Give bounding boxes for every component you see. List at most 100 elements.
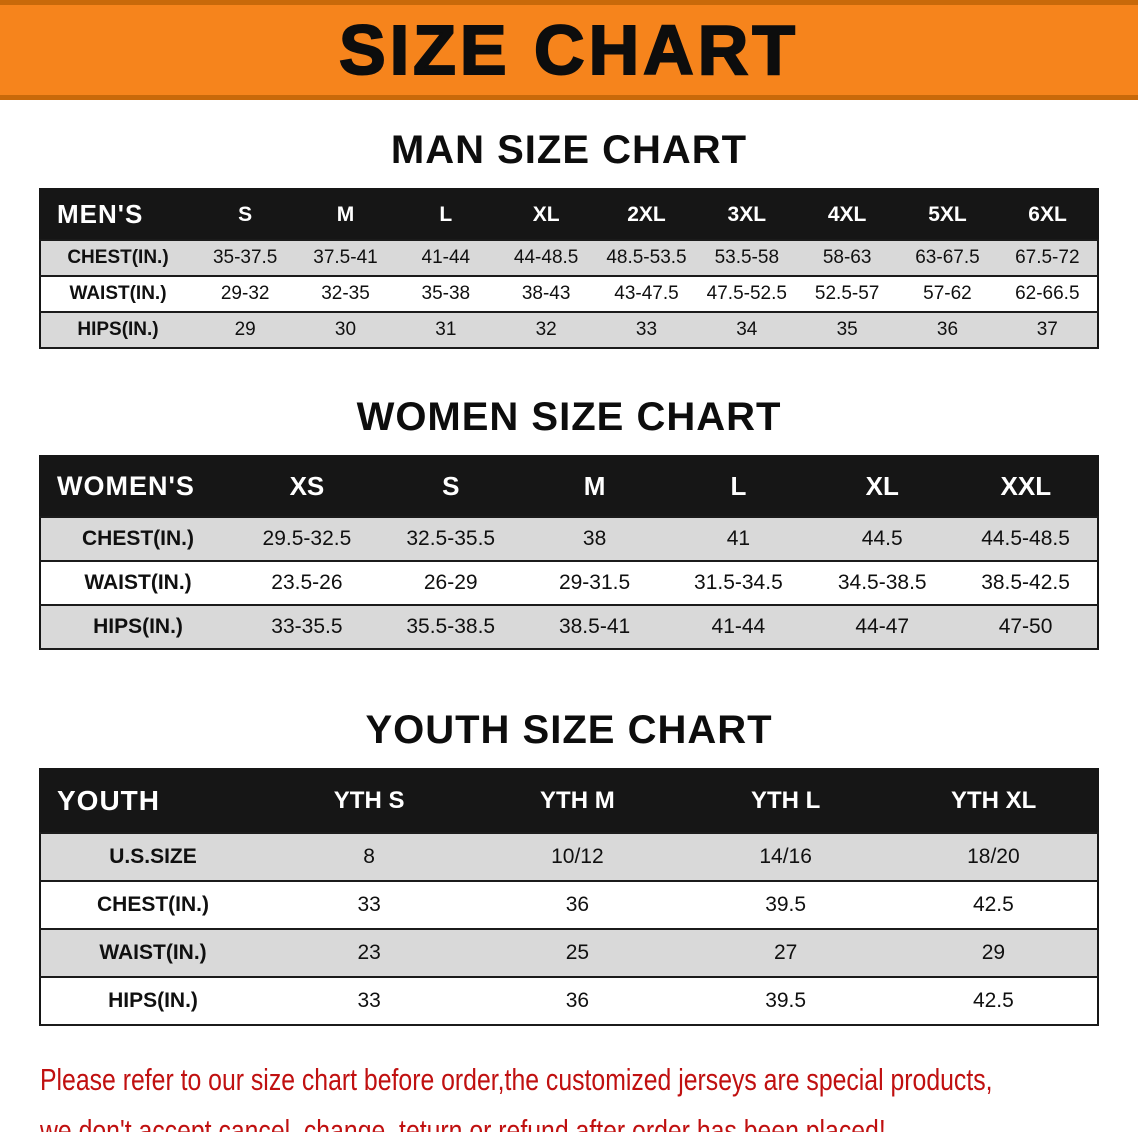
size-value: 31.5-34.5 [666, 560, 811, 606]
size-value: 47-50 [954, 604, 1098, 650]
size-value: 39.5 [681, 880, 890, 930]
row-label: CHEST(IN.) [40, 239, 195, 277]
table-header-row: YOUTH YTH S YTH M YTH L YTH XL [39, 768, 1099, 834]
women-section-heading: WOMEN SIZE CHART [356, 395, 782, 439]
size-column-header: 5XL [896, 188, 999, 241]
size-column-header: YTH L [680, 768, 891, 834]
size-value: 37.5-41 [295, 239, 396, 277]
table-header-row: WOMEN'S XS S M L XL XXL [39, 455, 1099, 518]
page-title: SIZE CHART [338, 11, 799, 89]
size-value: 36 [473, 976, 682, 1026]
size-column-header: M [522, 455, 667, 518]
size-column-header: XL [495, 188, 597, 241]
size-column-header: XL [809, 455, 955, 518]
table-row: U.S.SIZE 8 10/12 14/16 18/20 [40, 832, 1098, 882]
table-row: WAIST(IN.) 29-32 32-35 35-38 38-43 43-47.5 47.… [40, 275, 1098, 313]
row-label: HIPS(IN.) [40, 976, 265, 1026]
size-value: 44-47 [810, 604, 955, 650]
youth-section-heading: YOUTH SIZE CHART [365, 708, 773, 752]
row-label: HIPS(IN.) [40, 311, 195, 349]
size-value: 44-48.5 [495, 239, 597, 277]
size-value: 14/16 [681, 832, 890, 882]
size-value: 48.5-53.5 [596, 239, 697, 277]
row-label: WAIST(IN.) [40, 560, 235, 606]
size-column-header: 3XL [696, 188, 798, 241]
size-value: 32-35 [295, 275, 396, 313]
size-value: 29.5-32.5 [235, 516, 379, 562]
notice-line-2: we don't accept cancel, change, teturn o… [40, 1113, 886, 1132]
size-value: 30 [295, 311, 396, 349]
size-column-header: 4XL [796, 188, 898, 241]
size-column-header: S [378, 455, 524, 518]
size-column-header: M [294, 188, 397, 241]
size-value: 23.5-26 [235, 560, 379, 606]
size-value: 38-43 [495, 275, 597, 313]
youth-size-table: YOUTH YTH S YTH M YTH L YTH XL U.S.SIZE 8 10/12… [39, 768, 1099, 1026]
footer-notice: Please refer to our size chart before or… [40, 1058, 1098, 1132]
size-column-header: 2XL [595, 188, 698, 241]
size-column-header: L [665, 455, 811, 518]
size-column-header: L [395, 188, 497, 241]
size-value: 38 [522, 516, 667, 562]
table-row: CHEST(IN.) 33 36 39.5 42.5 [40, 880, 1098, 930]
size-value: 39.5 [681, 976, 890, 1026]
size-value: 8 [265, 832, 474, 882]
size-value: 32.5-35.5 [378, 516, 523, 562]
size-value: 53.5-58 [696, 239, 797, 277]
size-value: 29 [195, 311, 296, 349]
size-value: 34 [696, 311, 797, 349]
size-value: 57-62 [897, 275, 998, 313]
size-value: 44.5 [810, 516, 955, 562]
size-value: 10/12 [473, 832, 682, 882]
size-value: 33 [265, 976, 474, 1026]
size-column-header: YTH XL [889, 768, 1099, 834]
table-row: HIPS(IN.) 33 36 39.5 42.5 [40, 976, 1098, 1026]
row-label: CHEST(IN.) [40, 880, 265, 930]
row-label: U.S.SIZE [40, 832, 265, 882]
size-value: 29 [889, 928, 1098, 978]
size-column-header: YTH M [472, 768, 683, 834]
table-title-cell: MEN'S [39, 188, 196, 241]
size-value: 47.5-52.5 [696, 275, 797, 313]
size-value: 35-38 [395, 275, 496, 313]
women-section: WOMEN SIZE CHART WOMEN'S XS S M L XL XXL CHEST(… [0, 395, 1138, 650]
table-row: WAIST(IN.) 23.5-26 26-29 29-31.5 31.5-34.5 34… [40, 560, 1098, 606]
size-value: 36 [897, 311, 998, 349]
size-column-header: YTH S [264, 768, 474, 834]
size-value: 41-44 [395, 239, 496, 277]
size-value: 52.5-57 [796, 275, 898, 313]
row-label: WAIST(IN.) [40, 928, 265, 978]
size-value: 62-66.5 [997, 275, 1098, 313]
size-value: 35.5-38.5 [378, 604, 523, 650]
size-column-header: XS [234, 455, 380, 518]
row-label: WAIST(IN.) [40, 275, 195, 313]
size-value: 67.5-72 [997, 239, 1098, 277]
banner: SIZE CHART [0, 0, 1138, 100]
table-row: HIPS(IN.) 33-35.5 35.5-38.5 38.5-41 41-44 44-… [40, 604, 1098, 650]
table-title-cell: WOMEN'S [39, 455, 236, 518]
youth-section: YOUTH SIZE CHART YOUTH YTH S YTH M YTH L YTH… [0, 708, 1138, 1026]
women-size-table: WOMEN'S XS S M L XL XXL CHEST(IN.) 29.5-32.5 32.5… [39, 455, 1099, 650]
table-title-cell: YOUTH [39, 768, 266, 834]
size-value: 29-31.5 [522, 560, 667, 606]
size-value: 44.5-48.5 [954, 516, 1098, 562]
size-value: 36 [473, 880, 682, 930]
size-value: 31 [395, 311, 496, 349]
notice-line-1: Please refer to our size chart before or… [40, 1062, 993, 1097]
size-value: 27 [681, 928, 890, 978]
size-value: 41 [666, 516, 811, 562]
row-label: HIPS(IN.) [40, 604, 235, 650]
size-value: 23 [265, 928, 474, 978]
size-value: 34.5-38.5 [810, 560, 955, 606]
men-section-heading: MAN SIZE CHART [390, 128, 748, 172]
size-value: 43-47.5 [596, 275, 697, 313]
table-header-row: MEN'S S M L XL 2XL 3XL 4XL 5XL 6XL [39, 188, 1099, 241]
size-value: 37 [997, 311, 1098, 349]
size-value: 41-44 [666, 604, 811, 650]
size-column-header: S [194, 188, 296, 241]
size-value: 63-67.5 [897, 239, 998, 277]
size-value: 58-63 [796, 239, 898, 277]
size-value: 25 [473, 928, 682, 978]
size-value: 35 [796, 311, 898, 349]
table-row: WAIST(IN.) 23 25 27 29 [40, 928, 1098, 978]
